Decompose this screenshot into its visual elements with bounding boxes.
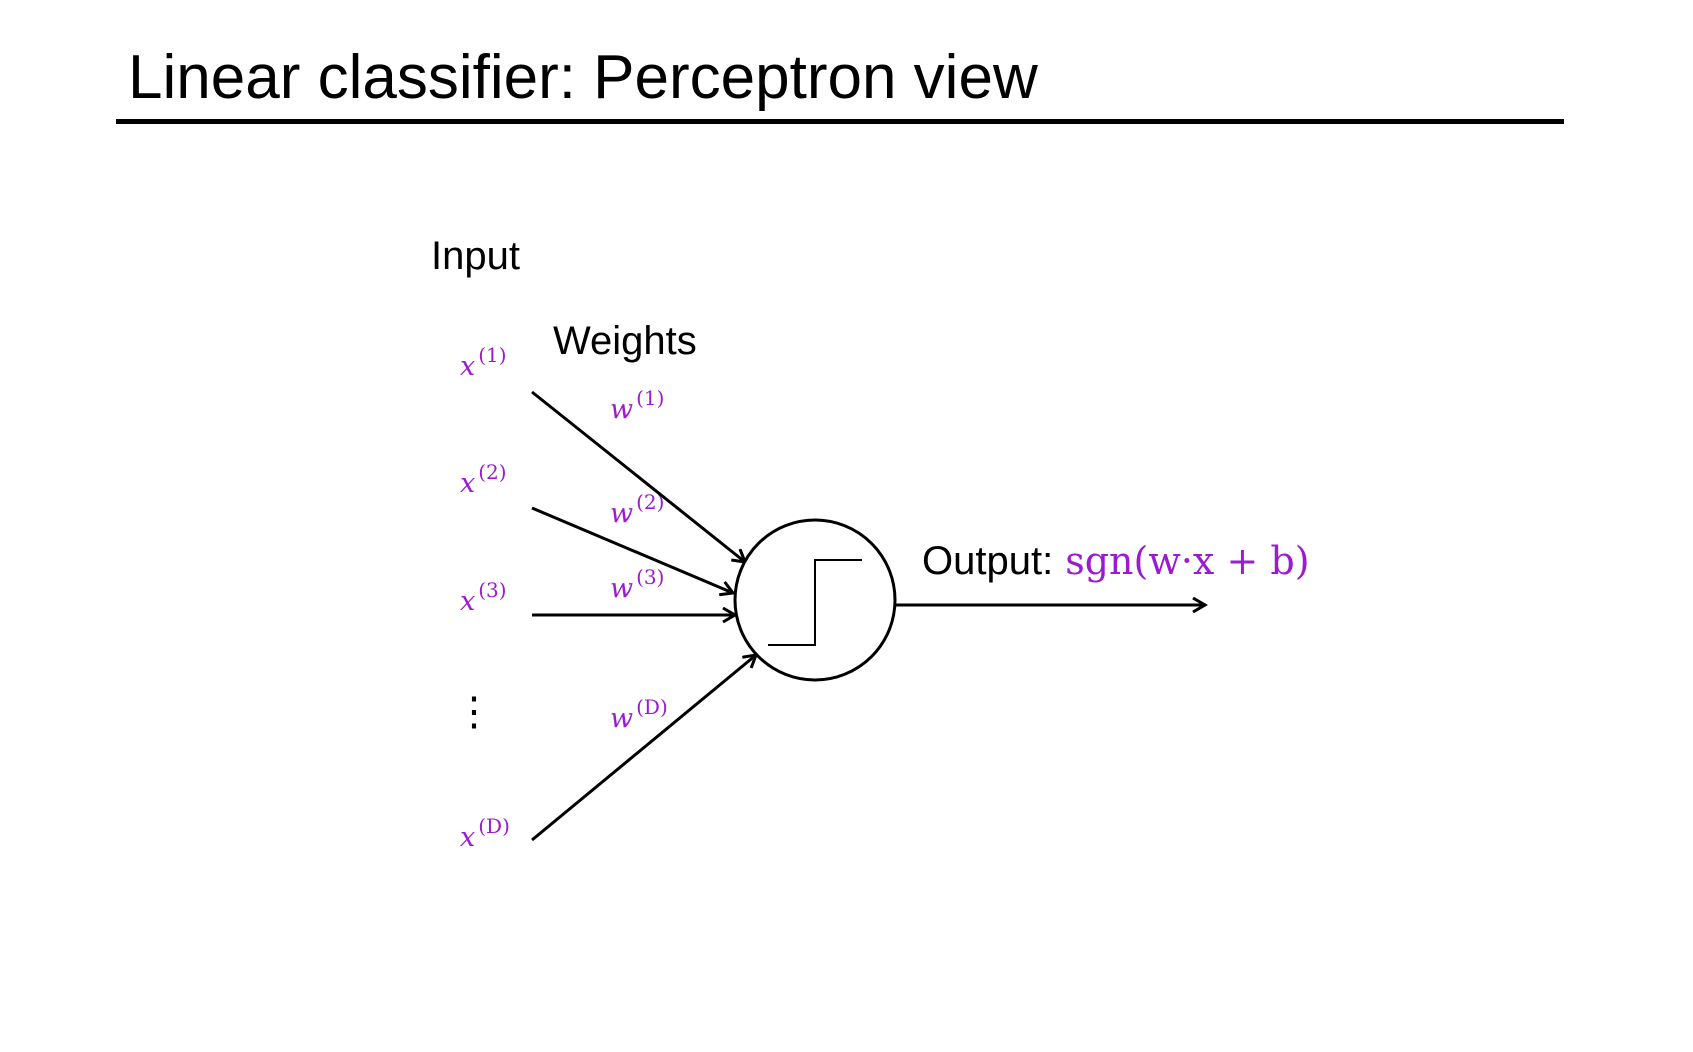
input-x3: x (3) bbox=[460, 578, 507, 617]
input-xD: x (D) bbox=[460, 814, 510, 853]
weight-w3: w (3) bbox=[610, 565, 664, 604]
weight-w2: w (2) bbox=[610, 490, 664, 529]
slide-title: Linear classifier: Perceptron view bbox=[128, 43, 1038, 112]
weights-label: Weights bbox=[553, 319, 697, 363]
vertical-ellipsis: ⋮ bbox=[454, 690, 494, 734]
input-x1: x (1) bbox=[460, 343, 507, 382]
weight-w1: w (1) bbox=[610, 386, 664, 425]
input-label: Input bbox=[431, 234, 520, 278]
step-function-icon bbox=[768, 559, 862, 646]
output-formula: sgn(w·x + b) bbox=[1065, 539, 1309, 583]
edge-x2-arrow bbox=[531, 506, 733, 593]
edge-xD-arrow bbox=[531, 655, 756, 842]
output-label-group: Output: sgn(w·x + b) bbox=[922, 539, 1310, 583]
edge-x1-arrow bbox=[531, 390, 745, 562]
weight-wD: w (D) bbox=[610, 695, 668, 734]
output-label: Output: bbox=[922, 539, 1053, 583]
title-underline bbox=[116, 119, 1564, 124]
input-x2: x (2) bbox=[460, 460, 507, 499]
